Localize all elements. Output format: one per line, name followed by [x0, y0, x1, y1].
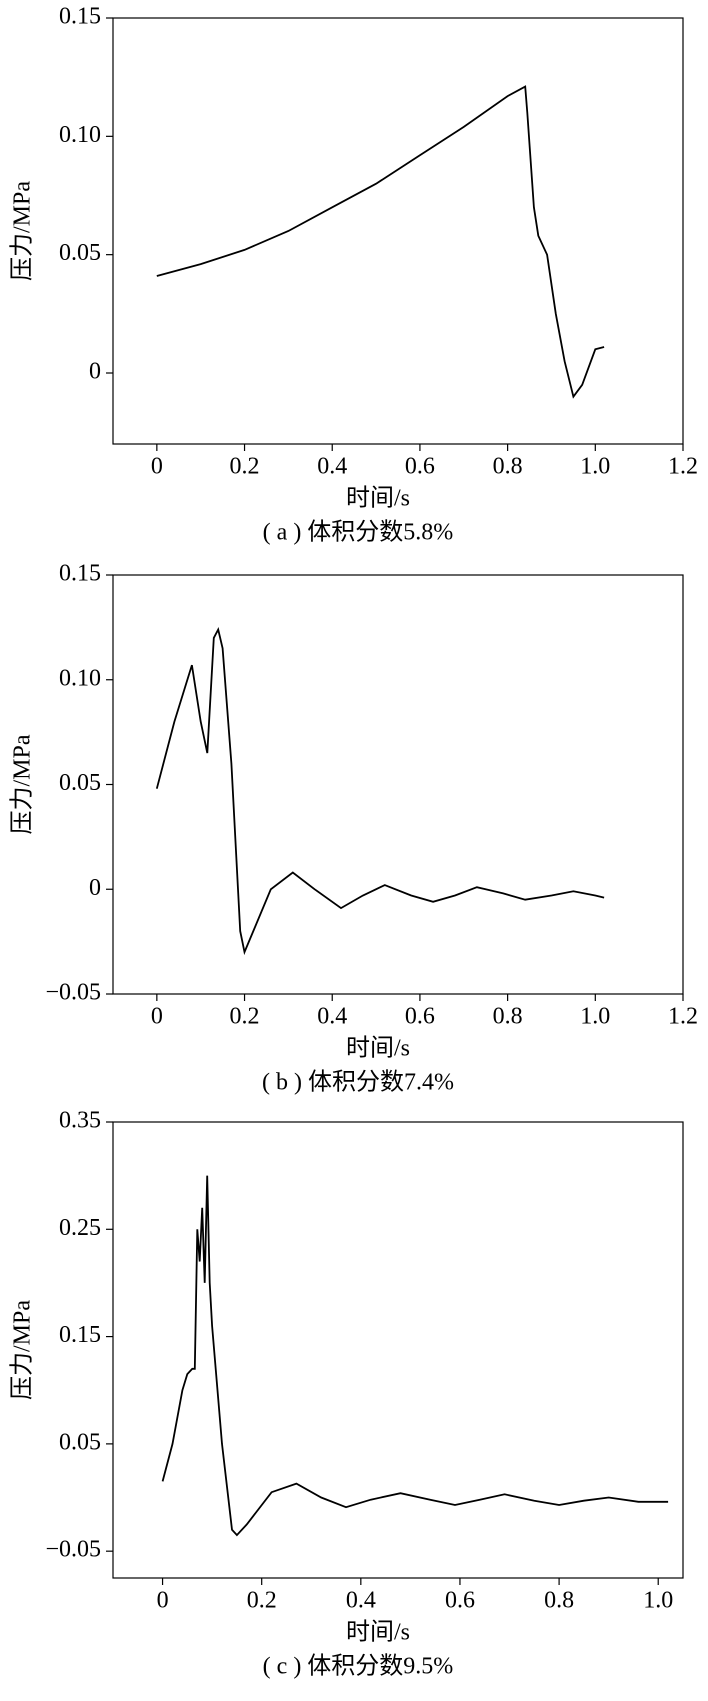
y-tick-label: −0.05	[45, 1537, 101, 1563]
x-axis-title: 时间/s	[346, 485, 410, 512]
y-tick-label: 0.05	[59, 1429, 101, 1455]
caption: ( b ) 体积分数7.4%	[262, 1069, 454, 1096]
y-tick-label: 0.35	[59, 1108, 101, 1134]
x-tick-label: 0.2	[230, 454, 260, 480]
x-tick-label: 0	[151, 1004, 163, 1030]
x-axis-title: 时间/s	[346, 1619, 410, 1646]
caption: ( c ) 体积分数9.5%	[263, 1653, 454, 1680]
plot-frame	[112, 17, 684, 445]
y-axis-title: 压力/MPa	[9, 1300, 36, 1400]
y-tick-label: 0.25	[59, 1215, 101, 1241]
x-tick-label: 1.0	[643, 1588, 673, 1614]
x-tick-label: 0	[151, 454, 163, 480]
x-tick-label: 0.4	[346, 1588, 376, 1614]
y-tick-label: 0.15	[59, 1322, 101, 1348]
data-line	[155, 626, 605, 956]
y-tick-label: 0	[89, 875, 101, 901]
x-tick-label: 0.2	[247, 1588, 277, 1614]
y-tick-label: 0.05	[59, 770, 101, 796]
plot-frame	[112, 1121, 684, 1579]
x-tick-label: 1.0	[580, 454, 610, 480]
x-tick-label: 0.6	[405, 454, 435, 480]
x-tick-label: 1.2	[668, 1004, 698, 1030]
x-tick-label: 0.4	[317, 1004, 347, 1030]
x-tick-label: 1.0	[580, 1004, 610, 1030]
y-tick-label: −0.05	[45, 980, 101, 1006]
x-tick-label: 1.2	[668, 454, 698, 480]
caption: ( a ) 体积分数5.8%	[263, 519, 454, 546]
x-axis-title: 时间/s	[346, 1035, 410, 1062]
x-tick-label: 0.8	[544, 1588, 574, 1614]
data-line	[156, 85, 605, 399]
y-tick-label: 0.15	[59, 4, 101, 30]
x-tick-label: 0.8	[493, 454, 523, 480]
x-tick-label: 0.8	[493, 1004, 523, 1030]
x-tick-label: 0.2	[230, 1004, 260, 1030]
y-tick-label: 0.05	[59, 240, 101, 266]
y-tick-label: 0.10	[59, 122, 101, 148]
y-tick-label: 0.15	[59, 561, 101, 587]
x-tick-label: 0	[157, 1588, 169, 1614]
plot-frame	[112, 574, 684, 995]
x-tick-label: 0.4	[317, 454, 347, 480]
x-tick-label: 0.6	[405, 1004, 435, 1030]
y-axis-title: 压力/MPa	[9, 181, 36, 281]
x-tick-label: 0.6	[445, 1588, 475, 1614]
y-tick-label: 0.10	[59, 665, 101, 691]
y-axis-title: 压力/MPa	[9, 734, 36, 834]
data-line	[161, 1175, 669, 1537]
y-tick-label: 0	[89, 359, 101, 385]
